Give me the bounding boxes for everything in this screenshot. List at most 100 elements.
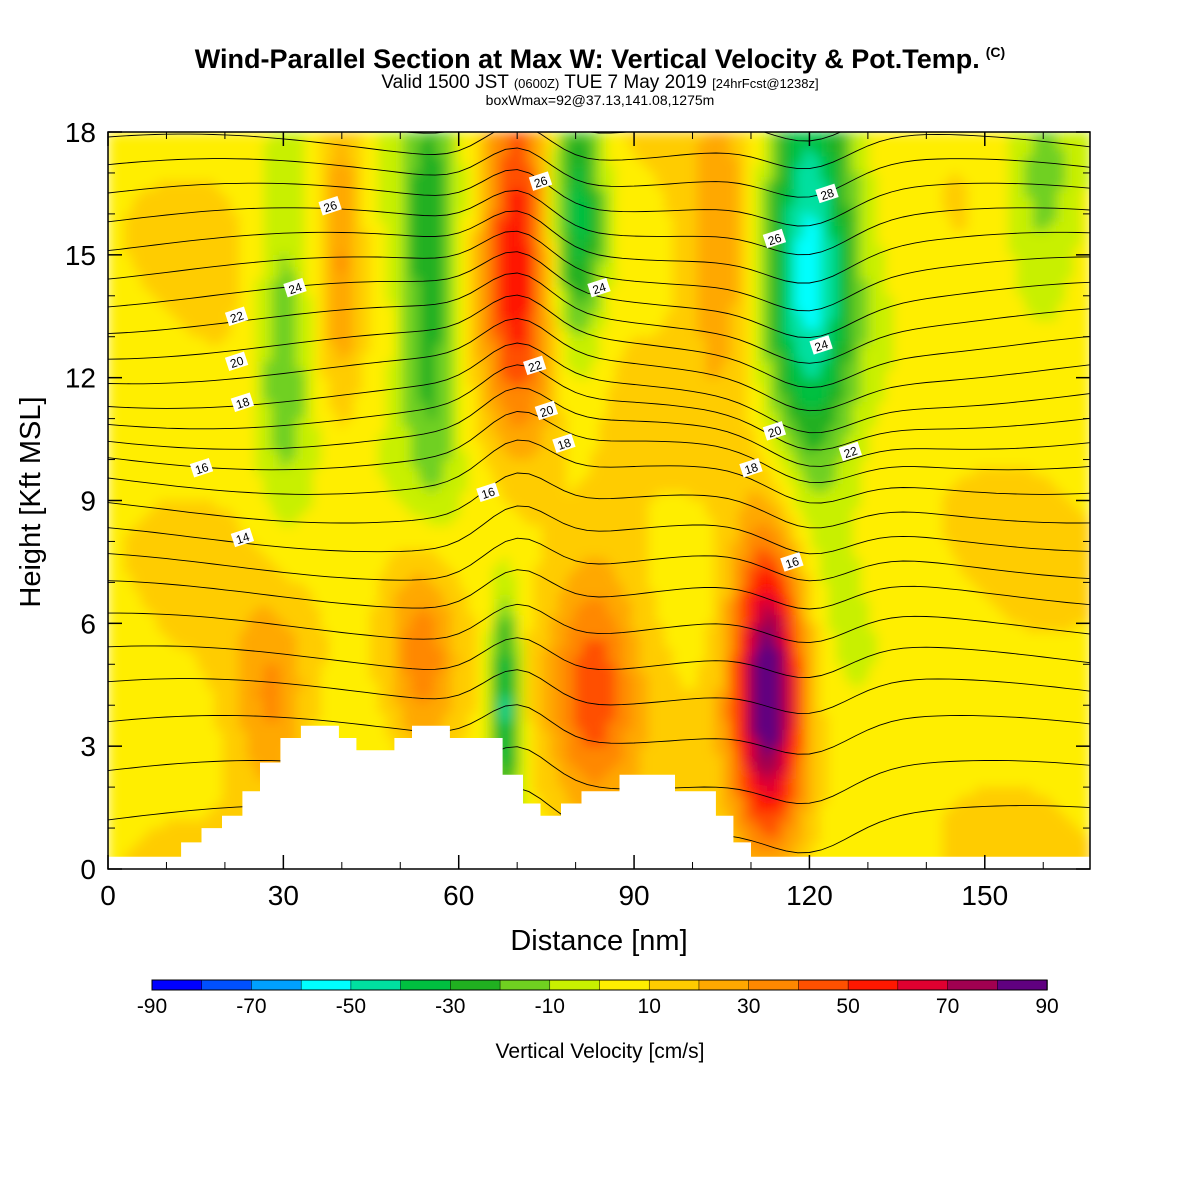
velocity-cell xyxy=(599,328,608,338)
velocity-cell xyxy=(738,369,748,379)
velocity-cell xyxy=(484,336,494,346)
velocity-cell xyxy=(1049,402,1059,412)
velocity-cell xyxy=(860,172,870,182)
velocity-cell xyxy=(312,434,322,444)
velocity-cell xyxy=(1065,181,1075,191)
velocity-cell xyxy=(942,434,952,444)
velocity-cell xyxy=(623,361,633,371)
velocity-cell xyxy=(950,148,960,158)
velocity-cell xyxy=(378,295,388,305)
velocity-cell xyxy=(729,246,739,256)
velocity-cell xyxy=(386,377,396,387)
velocity-cell xyxy=(836,238,846,248)
velocity-cell xyxy=(443,132,453,141)
velocity-cell xyxy=(369,344,379,354)
velocity-cell xyxy=(279,197,289,207)
velocity-cell xyxy=(1081,418,1090,428)
velocity-cell xyxy=(173,451,183,461)
velocity-cell xyxy=(238,181,248,191)
velocity-cell xyxy=(386,156,396,166)
velocity-cell xyxy=(713,238,723,248)
velocity-cell xyxy=(558,320,568,330)
velocity-cell xyxy=(173,467,183,477)
velocity-cell xyxy=(762,402,772,412)
velocity-cell xyxy=(198,172,207,182)
velocity-cell xyxy=(173,181,183,191)
velocity-cell xyxy=(934,205,944,215)
velocity-cell xyxy=(991,434,1001,444)
velocity-cell xyxy=(803,369,813,379)
velocity-cell xyxy=(484,303,494,313)
velocity-cell xyxy=(132,385,142,395)
velocity-cell xyxy=(525,271,535,281)
velocity-cell xyxy=(296,410,306,420)
velocity-cell xyxy=(230,320,240,330)
velocity-cell xyxy=(443,402,453,412)
velocity-cell xyxy=(631,140,641,150)
velocity-cell xyxy=(443,328,453,338)
velocity-cell xyxy=(1081,246,1090,256)
velocity-cell xyxy=(950,263,960,273)
velocity-cell xyxy=(476,263,486,273)
velocity-cell xyxy=(492,279,502,289)
velocity-cell xyxy=(181,418,191,428)
velocity-cell xyxy=(819,377,829,387)
velocity-cell xyxy=(656,312,666,322)
velocity-cell xyxy=(206,361,216,371)
velocity-cell xyxy=(869,418,879,428)
velocity-cell xyxy=(664,426,674,436)
velocity-cell xyxy=(116,312,126,322)
velocity-cell xyxy=(132,336,142,346)
velocity-cell xyxy=(672,271,682,281)
velocity-cell xyxy=(1016,287,1026,297)
velocity-cell xyxy=(828,410,838,420)
velocity-cell xyxy=(885,377,895,387)
velocity-cell xyxy=(934,213,944,223)
velocity-cell xyxy=(345,385,355,395)
velocity-cell xyxy=(189,451,199,461)
velocity-cell xyxy=(926,148,936,158)
velocity-cell xyxy=(885,344,895,354)
velocity-cell xyxy=(582,336,592,346)
velocity-cell xyxy=(967,328,977,338)
velocity-cell xyxy=(214,328,224,338)
velocity-cell xyxy=(410,172,420,182)
velocity-cell xyxy=(1049,172,1059,182)
velocity-cell xyxy=(378,369,388,379)
velocity-cell xyxy=(926,254,936,264)
velocity-cell xyxy=(656,132,666,141)
velocity-cell xyxy=(844,344,854,354)
velocity-cell xyxy=(1040,279,1050,289)
velocity-cell xyxy=(386,361,396,371)
velocity-cell xyxy=(198,254,207,264)
velocity-cell xyxy=(697,361,707,371)
velocity-cell xyxy=(1016,230,1026,240)
velocity-cell xyxy=(877,148,887,158)
velocity-cell xyxy=(893,279,903,289)
velocity-cell xyxy=(508,205,518,215)
velocity-cell xyxy=(312,377,322,387)
velocity-cell xyxy=(165,222,175,232)
velocity-cell xyxy=(369,426,379,436)
velocity-cell xyxy=(108,336,117,346)
velocity-cell xyxy=(885,459,895,469)
velocity-cell xyxy=(713,140,723,150)
velocity-cell xyxy=(860,148,870,158)
velocity-cell xyxy=(1032,271,1042,281)
velocity-cell xyxy=(410,303,420,313)
velocity-cell xyxy=(828,148,838,158)
velocity-cell xyxy=(345,148,355,158)
velocity-cell xyxy=(1065,459,1075,469)
velocity-cell xyxy=(288,140,298,150)
velocity-cell xyxy=(361,295,371,305)
velocity-cell xyxy=(721,222,731,232)
velocity-cell xyxy=(443,443,453,453)
velocity-cell xyxy=(558,312,568,322)
velocity-cell xyxy=(836,172,846,182)
velocity-cell xyxy=(402,222,412,232)
velocity-cell xyxy=(116,361,126,371)
velocity-cell xyxy=(148,385,158,395)
velocity-cell xyxy=(1073,336,1083,346)
velocity-cell xyxy=(590,197,600,207)
velocity-cell xyxy=(394,451,404,461)
